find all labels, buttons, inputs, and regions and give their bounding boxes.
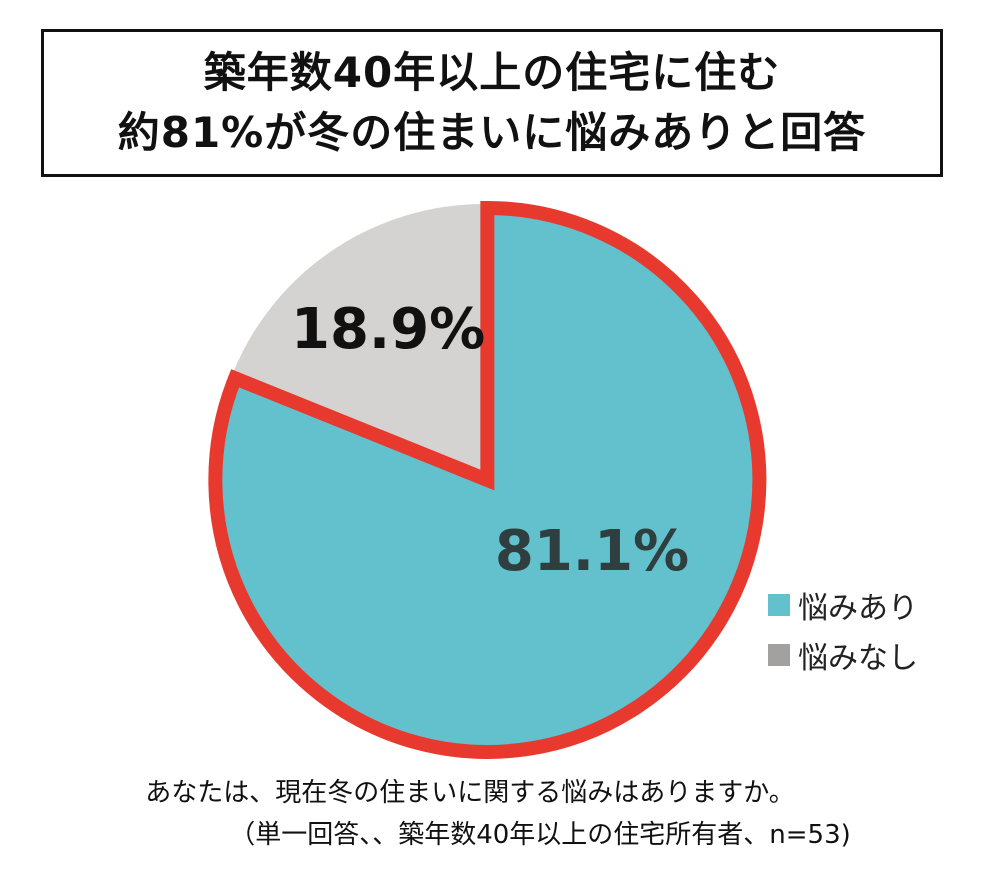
legend-swatch-nayami-ari (768, 594, 790, 616)
legend-swatch-nayami-nashi (768, 644, 790, 666)
legend-item-nayami-nashi: 悩みなし (768, 630, 918, 680)
pie-slice-nayami-ari (208, 200, 767, 759)
title-box: 築年数40年以上の住宅に住む 約81%が冬の住まいに悩みありと回答 (41, 29, 943, 177)
legend: 悩みあり 悩みなし (768, 580, 918, 680)
survey-scope-note: （単一回答、、築年数40年以上の住宅所有者、n=53) (229, 820, 851, 850)
legend-label-nayami-ari: 悩みあり (798, 591, 918, 626)
survey-question-note: あなたは、現在冬の住まいに関する悩みはありますか。 (145, 778, 795, 808)
pie-label-nayami-ari: 81.1% (495, 519, 689, 584)
title-line-1: 築年数40年以上の住宅に住む (203, 48, 781, 97)
pie-slice-nayami-nashi (230, 201, 485, 477)
pie-label-nayami-nashi: 18.9% (291, 297, 485, 362)
legend-label-nayami-nashi: 悩みなし (798, 641, 918, 676)
legend-item-nayami-ari: 悩みあり (768, 580, 918, 630)
title-line-2: 約81%が冬の住まいに悩みありと回答 (117, 108, 867, 157)
